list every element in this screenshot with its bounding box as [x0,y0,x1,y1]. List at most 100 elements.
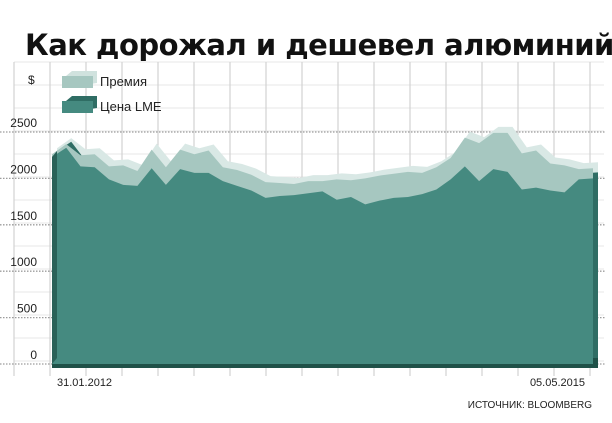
premium-data-point [150,148,152,150]
lme-data-point [279,195,281,197]
lme-data-point [165,184,167,186]
lme-data-point [207,172,209,174]
chart-areas [51,126,598,368]
premium-data-point [79,154,81,156]
premium-data-point [478,142,480,144]
lme-data-point [449,178,451,180]
premium-data-point [592,167,594,169]
lme-data-point [521,188,523,190]
lme-data-point [549,189,551,191]
lme-data-point [563,191,565,193]
premium-data-point [51,153,53,155]
premium-data-point [378,174,380,176]
legend-swatch [62,101,93,113]
premium-data-point [136,170,138,172]
premium-data-point [563,164,565,166]
lme-data-point [222,180,224,182]
lme-area-side [52,151,57,364]
premium-data-point [250,173,252,175]
lme-data-point [364,203,366,205]
premium-data-point [321,180,323,182]
lme-data-point [421,193,423,195]
lme-data-point [108,178,110,180]
lme-data-point [435,188,437,190]
chart-title: Как дорожал и дешевел алюминий [25,28,612,62]
premium-data-point [549,162,551,164]
premium-data-point [421,172,423,174]
premium-data-point [307,180,309,182]
premium-data-point [108,165,110,167]
y-tick-label: 500 [17,302,37,316]
premium-data-point [94,153,96,155]
lme-data-point [378,199,380,201]
lme-data-point [179,168,181,170]
lme-data-point [492,168,494,170]
lme-data-point [464,165,466,167]
premium-data-point [435,166,437,168]
lme-data-point [150,167,152,169]
premium-data-point [179,148,181,150]
lme-data-point [592,177,594,179]
premium-data-point [392,173,394,175]
lme-data-point [236,185,238,187]
lme-data-point [136,185,138,187]
lme-data-point [51,156,53,158]
lme-data-point [307,192,309,194]
chart-legend: Премия Цена LME [62,71,162,114]
lme-data-point [250,189,252,191]
lme-data-point [264,197,266,199]
lme-price-area [52,147,593,364]
premium-data-point [193,153,195,155]
title-backdrop [18,18,608,58]
y-tick-label: 2000 [10,162,37,176]
lme-data-point [321,190,323,192]
premium-data-point [506,132,508,134]
premium-data-point [122,164,124,166]
premium-data-point [407,171,409,173]
lme-data-point [392,197,394,199]
y-axis-unit-label: $ [28,73,35,87]
lme-data-point [478,180,480,182]
lme-data-point [79,165,81,167]
premium-data-point [350,179,352,181]
legend-item: Премия [62,71,147,89]
y-tick-label: 1500 [10,209,37,223]
premium-data-point [364,177,366,179]
y-tick-label: 0 [30,348,37,362]
lme-data-point [65,147,67,149]
premium-data-point [293,183,295,185]
y-tick-label: 2500 [10,116,37,130]
x-start-date-label: 31.01.2012 [57,377,112,389]
lme-data-point [94,166,96,168]
premium-data-point [521,152,523,154]
legend-label: Премия [100,74,147,89]
premium-data-point [492,132,494,134]
premium-data-point [464,136,466,138]
lme-data-point [122,184,124,186]
lme-data-point [336,199,338,201]
premium-data-point [336,178,338,180]
lme-data-point [578,178,580,180]
premium-data-point [222,166,224,168]
premium-data-point [65,143,67,145]
premium-data-point [236,169,238,171]
premium-data-point [264,181,266,183]
legend-label: Цена LME [100,99,162,114]
premium-data-point [207,149,209,151]
premium-data-point [279,182,281,184]
legend-swatch [62,76,93,88]
y-axis-ticks: 0 500 1000 1500 2000 2500 [10,116,37,362]
premium-data-point [449,157,451,159]
lme-data-point [535,186,537,188]
lme-data-point [293,194,295,196]
premium-data-point [165,166,167,168]
lme-data-point [193,172,195,174]
premium-data-point [535,149,537,151]
legend-item: Цена LME [62,96,162,114]
lme-data-point [506,171,508,173]
x-end-date-label: 05.05.2015 [530,377,585,389]
source-note: ИСТОЧНИК: BLOOMBERG [468,400,592,411]
lme-data-point [407,196,409,198]
